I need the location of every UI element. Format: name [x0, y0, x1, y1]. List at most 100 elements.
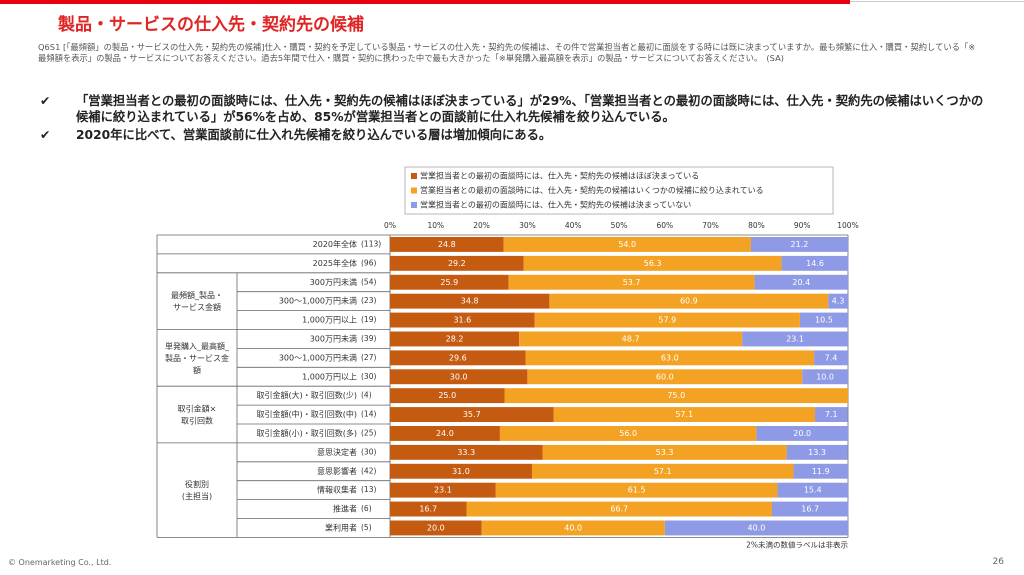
bar-segment: [390, 350, 526, 366]
category-label: 300万円未満: [310, 277, 357, 287]
value-label: 60.9: [680, 297, 698, 306]
bar-segment: [771, 501, 849, 517]
page-number: 26: [992, 557, 1004, 567]
bar-segment: [814, 350, 848, 366]
slide-title: 製品・サービスの仕入先・契約先の候補: [58, 15, 364, 35]
legend-label: 営業担当者との最初の面談時には、仕入先・契約先の候補はほぼ決まっている: [420, 171, 699, 181]
value-label: 14.6: [806, 259, 824, 268]
value-label: 4.3: [832, 297, 845, 306]
bar-segment: [390, 255, 524, 271]
bar-segment: [495, 482, 778, 498]
value-label: 61.5: [628, 486, 646, 495]
category-label: 取引金額(中)・取引回数(中): [257, 409, 357, 419]
bullet-list: 「営業担当者との最初の面談時には、仕入先・契約先の候補はほぼ決まっている」が29…: [40, 93, 990, 145]
value-label: 21.2: [791, 240, 809, 249]
category-label: 業利用者: [325, 522, 357, 532]
bar-segment: [504, 388, 848, 404]
bullet: 2020年に比べて、営業面談前に仕入れ先候補を絞り込んでいる層は増加傾向にある。: [40, 127, 990, 143]
bar-segment: [828, 293, 848, 309]
bar-segment: [481, 520, 665, 536]
n-label: (25): [361, 428, 376, 437]
category-label: 300～1,000万円未満: [279, 352, 357, 362]
bar-segment: [754, 274, 848, 290]
legend-label: 営業担当者との最初の面談時には、仕入先・契約先の候補はいくつかの候補に絞り込まれ…: [420, 185, 764, 195]
category-label: 取引金額(小)・取引回数(多): [257, 428, 357, 438]
category-label: 意思決定者: [317, 447, 357, 457]
category-label: 意思影響者: [317, 466, 357, 476]
value-label: 29.2: [448, 259, 466, 268]
category-label: 情報収集者: [317, 485, 357, 495]
group-label: 役割別(主担当): [182, 479, 212, 501]
value-label: 35.7: [463, 410, 481, 419]
bar-segment: [390, 501, 467, 517]
n-label: (30): [361, 372, 376, 381]
value-label: 57.1: [654, 467, 672, 476]
value-label: 13.3: [808, 448, 826, 457]
value-label: 40.0: [747, 523, 765, 532]
n-label: (19): [361, 315, 376, 324]
bar-segment: [503, 237, 751, 252]
x-tick-label: 100%: [837, 221, 858, 230]
value-label: 57.1: [675, 410, 693, 419]
bar-segment: [390, 369, 528, 385]
value-label: 16.7: [419, 505, 437, 514]
value-label: 30.0: [450, 372, 468, 381]
value-label: 24.8: [438, 240, 456, 249]
bar-segment: [815, 407, 848, 422]
value-label: 56.3: [644, 259, 662, 268]
bar-segment: [777, 482, 848, 498]
bar-segment: [390, 293, 550, 309]
bar-segment: [390, 237, 504, 252]
x-tick-label: 0%: [384, 221, 396, 230]
category-label: 300～1,000万円未満: [279, 296, 357, 306]
value-label: 66.7: [610, 505, 628, 514]
x-tick-label: 30%: [519, 221, 536, 230]
legend-box: [404, 166, 834, 215]
category-label: 1,000万円以上: [302, 372, 357, 381]
value-label: 23.1: [786, 334, 804, 343]
chart-note: 2%未満の数値ラベルは非表示: [746, 539, 848, 549]
footer: © Onemarketing Co., Ltd.: [8, 558, 112, 567]
bar-segment: [466, 501, 772, 517]
bar-segment: [390, 331, 520, 347]
bar-segment: [525, 350, 815, 366]
n-label: (5): [361, 523, 372, 532]
n-label: (54): [361, 277, 376, 286]
value-label: 31.6: [453, 316, 471, 325]
value-label: 53.3: [656, 448, 674, 457]
bar-segment: [390, 388, 505, 404]
bar-segment: [786, 444, 848, 460]
bar-segment: [799, 312, 848, 328]
value-label: 63.0: [661, 353, 679, 362]
bar-segment: [553, 407, 816, 422]
value-label: 25.9: [440, 278, 458, 287]
x-tick-label: 20%: [473, 221, 490, 230]
n-label: (4): [361, 391, 372, 400]
value-label: 40.0: [564, 523, 582, 532]
top-bar: [0, 0, 850, 4]
top-line: [850, 1, 1024, 2]
value-label: 23.1: [434, 486, 452, 495]
category-label: 2020年全体: [313, 239, 357, 249]
x-tick-label: 40%: [565, 221, 582, 230]
value-label: 11.9: [812, 467, 830, 476]
bar-segment: [523, 255, 782, 271]
bar-segment: [508, 274, 755, 290]
category-label: 2025年全体: [313, 258, 357, 268]
bar-segment: [531, 463, 794, 479]
n-label: (42): [361, 466, 376, 475]
value-label: 29.6: [449, 353, 467, 362]
group-label: 取引金額×取引回数: [178, 403, 217, 425]
bullet: 「営業担当者との最初の面談時には、仕入先・契約先の候補はほぼ決まっている」が29…: [40, 93, 990, 125]
value-label: 57.9: [658, 316, 676, 325]
bar-segment: [519, 331, 743, 347]
bar-segment: [542, 444, 787, 460]
value-label: 75.0: [667, 391, 685, 400]
bar-segment: [499, 426, 757, 441]
bar-segment: [390, 274, 509, 290]
bar-segment: [793, 463, 848, 479]
value-label: 7.4: [825, 353, 838, 362]
value-label: 54.0: [618, 240, 636, 249]
x-tick-label: 90%: [794, 221, 811, 230]
